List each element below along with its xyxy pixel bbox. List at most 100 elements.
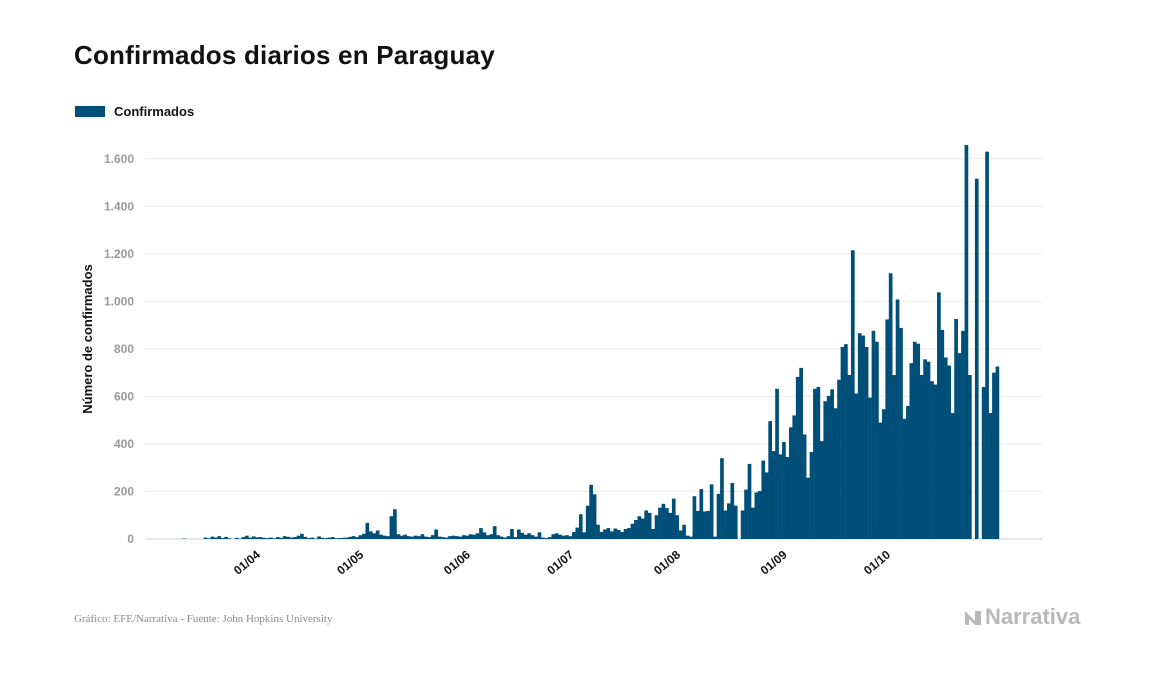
bar xyxy=(362,533,366,539)
bar xyxy=(768,421,773,539)
bar xyxy=(723,510,728,539)
bar xyxy=(351,536,356,539)
bar xyxy=(906,405,910,539)
bar xyxy=(689,536,693,539)
bar xyxy=(544,538,549,539)
bar xyxy=(275,537,280,539)
bar xyxy=(816,386,821,539)
bar xyxy=(613,528,618,539)
bar xyxy=(706,510,711,539)
bar xyxy=(826,395,831,539)
bar xyxy=(561,535,566,539)
bar xyxy=(589,484,593,539)
bar xyxy=(303,536,308,539)
bar xyxy=(224,536,229,539)
bar xyxy=(547,537,552,539)
bar xyxy=(961,330,965,539)
y-tick-label: 400 xyxy=(114,437,134,451)
bar xyxy=(468,534,473,539)
bar xyxy=(417,536,421,539)
bar xyxy=(844,344,848,539)
legend-swatch xyxy=(75,106,105,117)
bar xyxy=(702,511,707,539)
bar xyxy=(757,491,762,539)
bar xyxy=(506,536,511,539)
bar xyxy=(331,537,335,539)
bar xyxy=(413,535,418,539)
bar xyxy=(885,319,890,539)
bar xyxy=(950,413,955,539)
bar xyxy=(943,357,948,539)
bar xyxy=(537,532,542,539)
bar xyxy=(262,537,266,539)
bar xyxy=(596,524,600,539)
bar xyxy=(485,535,490,539)
bar xyxy=(365,522,370,539)
bar xyxy=(527,533,531,539)
bar xyxy=(427,537,432,539)
bar xyxy=(912,341,917,539)
y-tick-label: 200 xyxy=(114,484,134,498)
bar xyxy=(754,492,759,539)
narrativa-logo: Narrativa xyxy=(963,604,1080,630)
bar xyxy=(833,408,838,539)
y-axis-label: Número de confirmados xyxy=(80,264,95,414)
bar xyxy=(279,537,284,539)
bars xyxy=(183,144,1000,540)
bar xyxy=(389,516,394,539)
bar xyxy=(578,514,583,539)
bar xyxy=(248,537,253,539)
bar xyxy=(489,534,494,539)
bar xyxy=(558,534,562,539)
bar xyxy=(819,441,824,539)
bar xyxy=(251,536,256,539)
bar xyxy=(458,536,463,539)
bar xyxy=(455,536,459,539)
bar xyxy=(603,529,607,539)
bar xyxy=(699,489,704,539)
x-tick-label: 01/04 xyxy=(231,547,263,577)
bar xyxy=(461,535,466,539)
bar xyxy=(692,496,697,539)
x-tick-label: 01/09 xyxy=(758,547,790,577)
bar xyxy=(623,529,628,539)
bar xyxy=(840,346,845,539)
bar xyxy=(730,482,735,539)
bar xyxy=(609,531,614,539)
bar xyxy=(255,537,259,539)
bar xyxy=(640,518,645,539)
bar xyxy=(272,538,277,539)
bar xyxy=(424,536,428,539)
bar xyxy=(430,535,435,539)
bar xyxy=(337,538,342,539)
bar xyxy=(651,529,655,539)
bar xyxy=(806,477,810,539)
bar xyxy=(296,535,301,539)
bar xyxy=(682,524,686,539)
bar xyxy=(809,452,814,539)
bar xyxy=(895,299,900,539)
bar xyxy=(799,367,803,539)
x-tick-label: 01/08 xyxy=(651,547,683,577)
bar xyxy=(902,418,907,539)
bar xyxy=(751,507,755,539)
bar xyxy=(947,365,952,539)
y-tick-label: 1.000 xyxy=(104,294,134,308)
bar xyxy=(386,536,390,539)
bar xyxy=(344,537,349,539)
source-note: Gráfico: EFE/Narrativa - Fuente: John Ho… xyxy=(74,613,333,625)
bar xyxy=(320,537,325,539)
bar xyxy=(324,538,328,539)
bar xyxy=(420,534,425,539)
bar xyxy=(475,533,480,539)
bar xyxy=(582,532,587,539)
bar xyxy=(647,512,652,539)
bar xyxy=(864,346,869,539)
bar xyxy=(516,529,521,539)
bar xyxy=(782,442,786,539)
bar xyxy=(572,531,576,539)
bar xyxy=(513,537,518,539)
bar xyxy=(733,505,738,539)
bar xyxy=(854,393,859,539)
